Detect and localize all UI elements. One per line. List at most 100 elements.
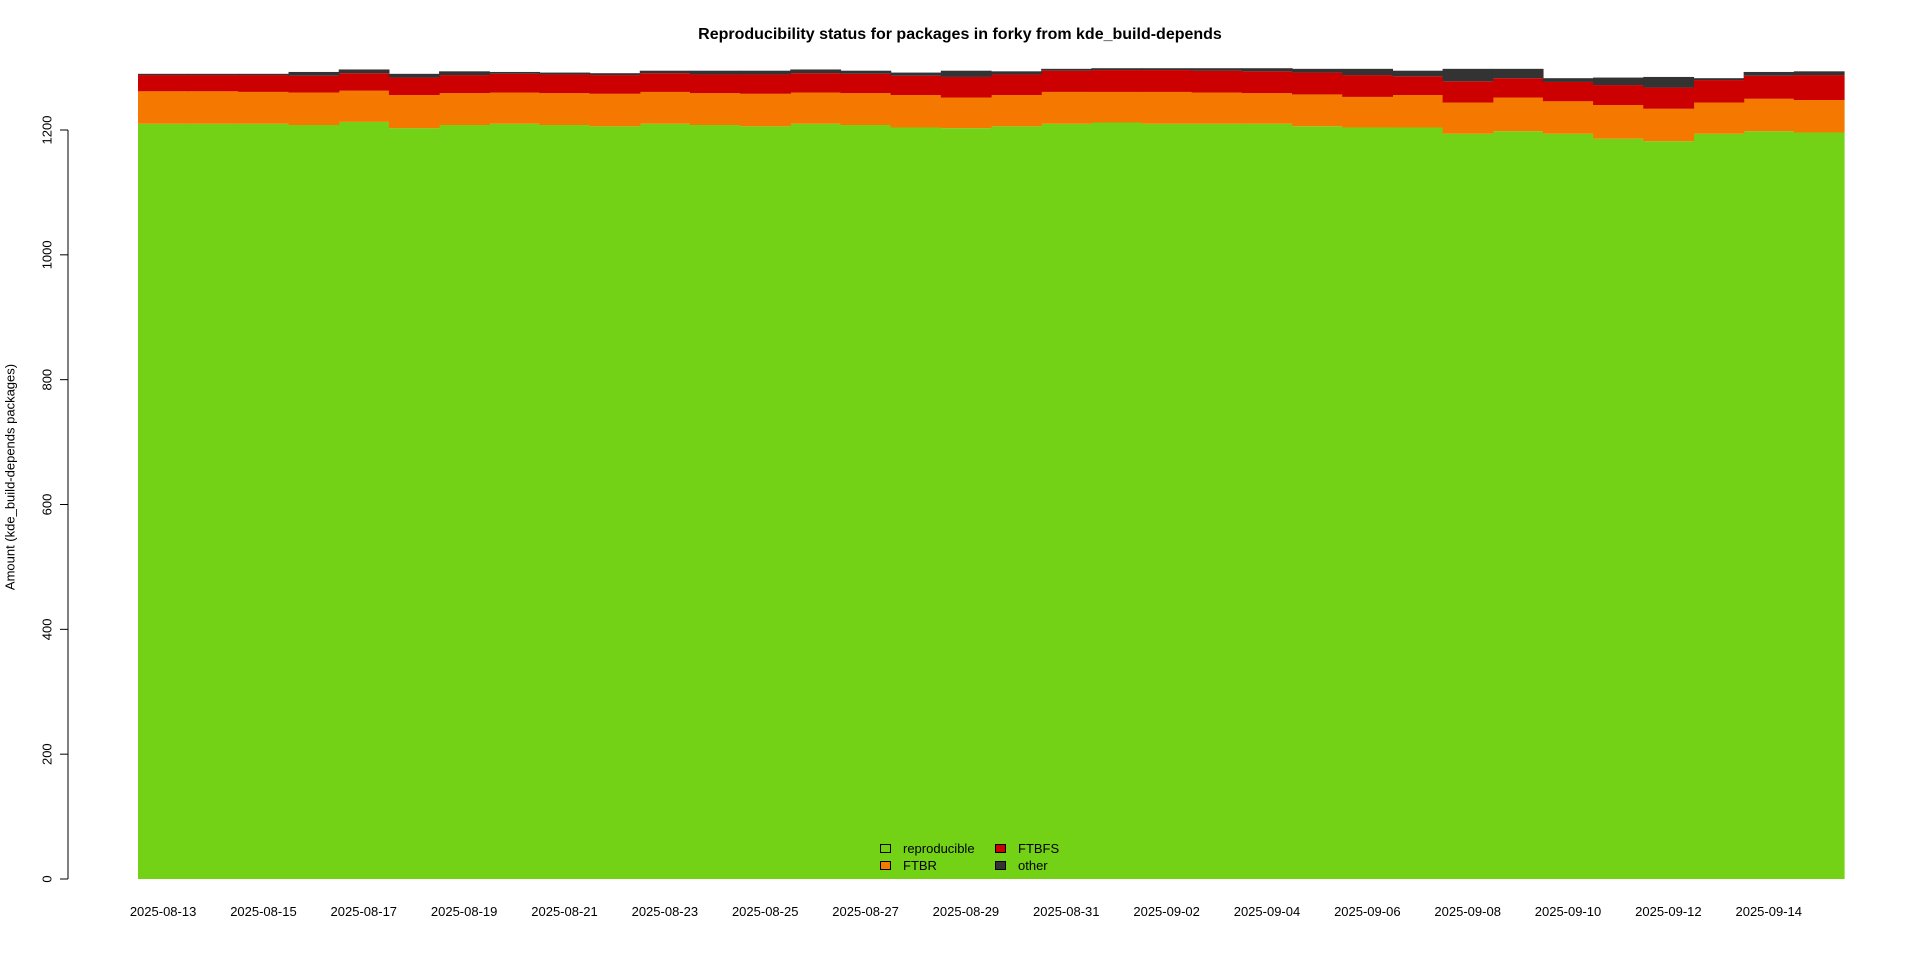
area-segment-other: [1492, 68, 1544, 79]
x-tick-label: 2025-08-25: [732, 904, 799, 919]
x-tick-label: 2025-09-14: [1735, 904, 1802, 919]
x-tick-label: 2025-08-17: [331, 904, 398, 919]
area-segment-ftbfs: [288, 75, 340, 93]
x-tick-label: 2025-08-29: [933, 904, 1000, 919]
area-segment-ftbr: [1643, 108, 1695, 142]
area-segment-ftbr: [1743, 98, 1795, 132]
area-segment-other: [1191, 68, 1243, 71]
area-segment-reproducible: [1241, 123, 1293, 879]
area-segment-ftbr: [1241, 93, 1293, 124]
area-segment-ftbfs: [1793, 75, 1845, 101]
area-segment-ftbfs: [1191, 70, 1243, 93]
area-segment-reproducible: [1342, 127, 1394, 879]
area-segment-other: [1342, 68, 1394, 76]
area-segment-reproducible: [1743, 131, 1795, 879]
area-segment-ftbr: [188, 91, 239, 124]
y-tick-label: 1000: [39, 240, 54, 269]
area-segment-other: [790, 69, 842, 74]
area-segment-ftbr: [1793, 100, 1845, 133]
x-tick-label: 2025-09-10: [1535, 904, 1602, 919]
area-segment-ftbfs: [539, 74, 591, 94]
area-segment-ftbfs: [1643, 87, 1695, 109]
area-segment-reproducible: [890, 127, 942, 879]
area-segment-ftbfs: [489, 73, 541, 93]
area-segment-ftbr: [740, 93, 791, 127]
series-other: [138, 68, 1845, 88]
legend-swatch-ftbr: [880, 861, 891, 870]
area-segment-other: [188, 73, 239, 76]
area-segment-ftbfs: [238, 75, 290, 92]
area-segment-ftbr: [138, 91, 189, 124]
area-segment-ftbfs: [1693, 80, 1745, 103]
area-segment-ftbfs: [1091, 70, 1143, 92]
area-segment-other: [639, 70, 691, 74]
area-segment-reproducible: [539, 125, 591, 879]
x-tick-label: 2025-08-15: [230, 904, 297, 919]
area-segment-other: [1643, 76, 1695, 88]
area-segment-ftbfs: [1442, 81, 1494, 103]
x-tick-label: 2025-08-13: [130, 904, 197, 919]
area-segment-other: [489, 71, 541, 74]
area-segment-reproducible: [1593, 138, 1644, 880]
area-segment-reproducible: [1793, 132, 1845, 879]
legend-label: FTBFS: [1018, 841, 1060, 856]
area-segment-ftbr: [1342, 96, 1394, 128]
legend-item-ftbr: FTBR: [880, 857, 995, 874]
area-segment-ftbr: [589, 93, 641, 127]
x-axis: 2025-08-13 2025-08-15 2025-08-17 2025-08-19…: [130, 904, 1802, 919]
area-segment-other: [1793, 71, 1845, 76]
legend-label: other: [1018, 858, 1048, 873]
area-segment-reproducible: [1492, 131, 1544, 879]
area-segment-ftbfs: [1743, 75, 1795, 99]
area-segment-ftbfs: [890, 75, 942, 96]
area-segment-other: [940, 70, 992, 77]
area-segment-ftbfs: [1241, 71, 1293, 94]
area-segment-other: [338, 69, 390, 74]
area-segment-reproducible: [1643, 141, 1695, 880]
area-segment-other: [1542, 78, 1594, 82]
area-segment-reproducible: [188, 123, 239, 879]
area-segment-ftbr: [1292, 94, 1343, 127]
area-segment-ftbfs: [1292, 72, 1343, 95]
area-segment-ftbr: [1542, 101, 1594, 134]
area-segment-ftbr: [1041, 91, 1092, 124]
area-segment-other: [1091, 68, 1143, 71]
area-segment-other: [1693, 78, 1745, 81]
area-segment-ftbr: [991, 95, 1042, 127]
area-segment-ftbfs: [1593, 85, 1644, 106]
area-segment-ftbfs: [338, 73, 390, 91]
area-segment-ftbfs: [840, 73, 892, 94]
area-segment-other: [1743, 71, 1795, 76]
area-segment-reproducible: [840, 125, 892, 879]
area-segment-reproducible: [740, 126, 791, 879]
x-tick-label: 2025-09-06: [1334, 904, 1401, 919]
area-segment-other: [1241, 68, 1293, 72]
area-segment-ftbr: [1442, 102, 1494, 134]
x-tick-label: 2025-09-02: [1133, 904, 1200, 919]
area-segment-ftbr: [489, 92, 541, 124]
area-segment-ftbfs: [1492, 78, 1544, 98]
y-tick-label: 1200: [39, 116, 54, 145]
y-tick-label: 600: [39, 494, 54, 516]
area-segment-other: [439, 71, 490, 76]
area-segment-reproducible: [1693, 133, 1745, 879]
area-segment-ftbr: [790, 92, 842, 124]
area-segment-other: [840, 70, 892, 74]
y-tick-label: 800: [39, 369, 54, 391]
x-tick-label: 2025-08-23: [632, 904, 699, 919]
legend: reproducible FTBFS FTBR other: [880, 840, 1095, 874]
area-segment-reproducible: [1191, 123, 1243, 879]
area-segment-other: [589, 73, 641, 76]
area-segment-ftbfs: [1392, 76, 1444, 96]
area-segment-ftbr: [1191, 92, 1243, 124]
area-segment-reproducible: [1292, 126, 1343, 879]
area-segment-reproducible: [489, 123, 541, 879]
area-segment-reproducible: [338, 121, 390, 879]
area-segment-ftbr: [840, 93, 892, 125]
area-segment-other: [1593, 77, 1644, 86]
area-segment-reproducible: [288, 125, 340, 879]
legend-swatch-other: [995, 861, 1006, 870]
x-tick-label: 2025-08-27: [832, 904, 899, 919]
series-reproducible: [138, 121, 1845, 880]
area-segment-ftbr: [689, 93, 741, 125]
